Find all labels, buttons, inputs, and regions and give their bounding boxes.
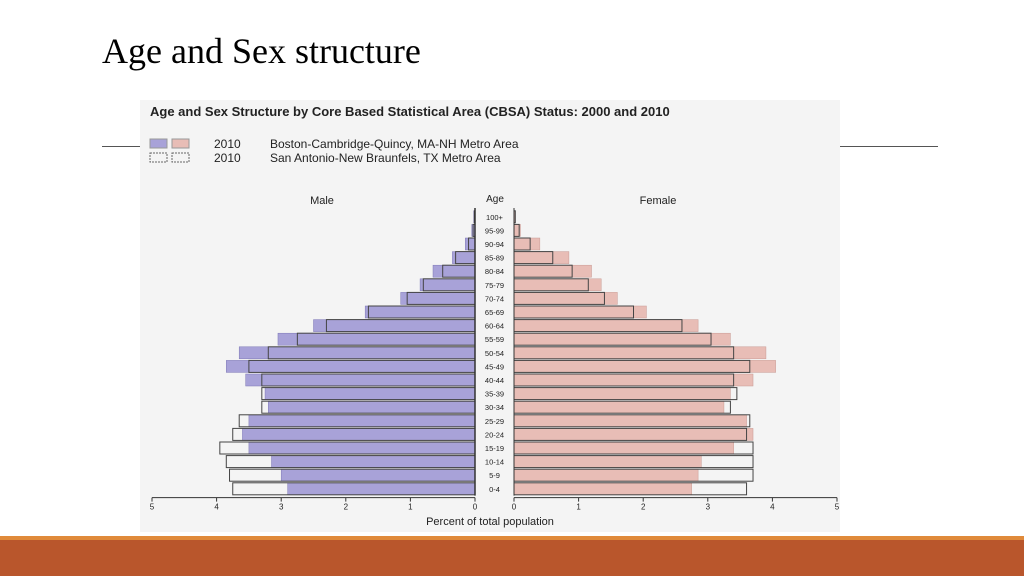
age-label-17: 15-19 [485,444,504,453]
age-label-5: 75-79 [485,281,504,290]
bar-boston-female-12 [513,373,754,387]
bar-boston-male-20 [287,482,476,496]
bottom-accent-bar [0,536,1024,576]
age-label-19: 5-9 [489,471,500,480]
male-label: Male [310,195,334,207]
bar-boston-female-19 [513,468,699,482]
age-label-4: 80-84 [485,267,504,276]
legend-swatch-boston-female [171,138,190,149]
age-label-16: 20-24 [485,430,504,439]
bar-boston-female-3 [513,251,570,264]
age-label: Age [486,194,504,205]
bar-boston-male-15 [248,414,476,428]
x-tick-label-10: 4 [770,503,775,512]
age-label-3: 85-89 [485,254,504,263]
bar-boston-male-18 [271,455,476,468]
bar-boston-female-17 [513,441,734,455]
bar-boston-male-7 [364,305,476,319]
age-label-6: 70-74 [485,294,504,303]
x-tick-label-0: 5 [150,503,155,512]
bar-boston-female-9 [513,332,731,346]
bar-boston-female-15 [513,414,747,428]
legend-label-2: San Antonio-New Braunfels, TX Metro Area [270,151,501,165]
age-label-9: 55-59 [485,335,504,344]
title-rule-right [838,146,938,147]
bar-boston-male-10 [238,346,476,360]
bar-boston-female-14 [513,400,725,414]
bar-boston-male-9 [277,332,476,346]
age-label-8: 60-64 [485,322,504,331]
legend-swatch-sa-female [171,152,190,163]
bar-boston-female-8 [513,319,699,332]
age-label-13: 35-39 [485,390,504,399]
legend-swatch-boston-male [149,138,168,149]
x-tick-label-2: 3 [279,503,284,512]
age-label-7: 65-69 [485,308,504,317]
bar-boston-female-11 [513,360,776,373]
bar-boston-male-4 [432,264,476,278]
bar-boston-male-11 [226,360,476,373]
slide-title: Age and Sex structure [102,31,421,71]
age-label-2: 90-94 [485,240,504,249]
x-tick-label-5: 0 [473,503,478,512]
female-label: Female [640,195,677,207]
bar-boston-female-20 [513,482,692,496]
age-label-10: 50-54 [485,349,504,358]
legend-year-2: 2010 [214,151,241,165]
x-tick-label-6: 0 [512,503,517,512]
x-tick-label-3: 2 [344,503,349,512]
bar-boston-female-10 [513,346,767,360]
title-rule-left [102,146,150,147]
legend-year-1: 2010 [214,137,241,151]
age-label-12: 40-44 [485,376,504,385]
x-axis-title: Percent of total population [426,516,554,528]
age-label-20: 0-4 [489,485,500,494]
age-label-0: 100+ [486,213,504,222]
bar-boston-male-8 [313,319,476,332]
bar-boston-female-13 [513,387,731,400]
bar-boston-male-19 [280,468,476,482]
bar-boston-male-2 [465,237,476,251]
bar-boston-male-16 [242,428,476,441]
legend-swatch-sa-male [149,152,168,163]
x-tick-label-7: 1 [576,503,581,512]
legend-label-1: Boston-Cambridge-Quincy, MA-NH Metro Are… [270,137,519,151]
age-label-15: 25-29 [485,417,504,426]
chart-title: Age and Sex Structure by Core Based Stat… [150,104,670,119]
bar-boston-female-16 [513,428,754,441]
bar-boston-male-12 [245,373,476,387]
bar-boston-female-4 [513,264,592,278]
x-tick-label-1: 4 [214,503,219,512]
bar-boston-female-18 [513,455,702,468]
x-tick-label-9: 3 [706,503,711,512]
x-tick-label-8: 2 [641,503,646,512]
x-tick-label-4: 1 [408,503,413,512]
age-label-11: 45-49 [485,362,504,371]
bar-boston-female-6 [513,292,618,305]
age-label-1: 95-99 [485,226,504,235]
x-tick-label-11: 5 [835,503,840,512]
bar-boston-male-5 [419,278,476,292]
chart-panel [140,100,840,532]
bar-boston-male-6 [400,292,476,305]
bar-boston-male-17 [248,441,476,455]
bar-boston-male-14 [268,400,476,414]
age-label-14: 30-34 [485,403,504,412]
bar-boston-female-7 [513,305,647,319]
x-axis: 5 4 3 2 1 0 0 1 2 3 4 5 [150,208,840,512]
bar-boston-male-13 [264,387,476,400]
age-labels-layer: 100+ 95-99 90-94 85-89 80-84 75-79 70-74 65-69 6… [485,213,504,494]
age-label-18: 10-14 [485,458,504,467]
bar-boston-female-2 [513,237,541,251]
